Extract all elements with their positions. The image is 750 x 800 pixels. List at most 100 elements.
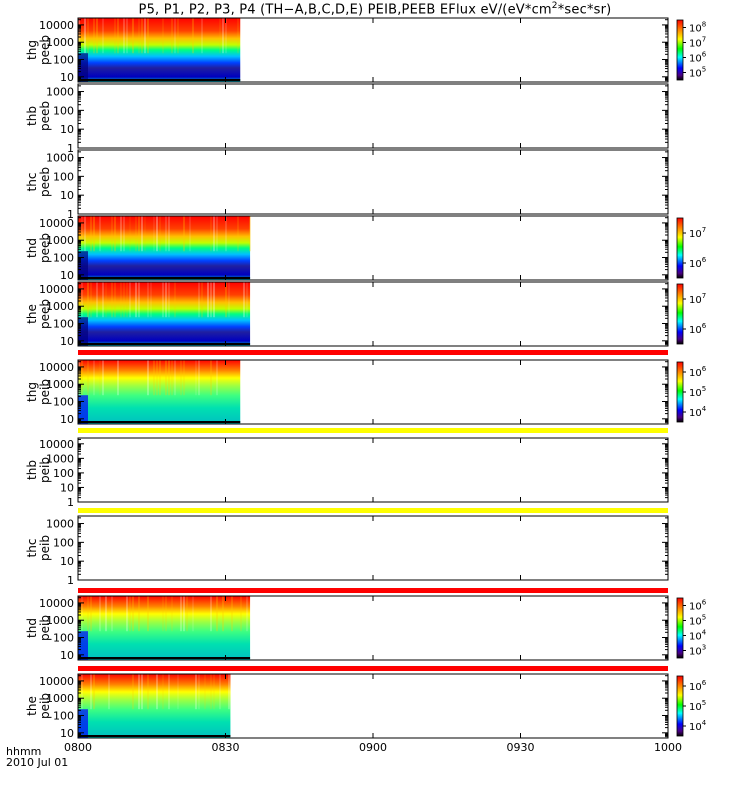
spectrogram-striation bbox=[138, 674, 140, 710]
figure-title: P5, P1, P2, P3, P4 (TH−A,B,C,D,E) PEIB,P… bbox=[138, 1, 612, 18]
spectrogram-striation bbox=[222, 596, 224, 632]
spectrogram-patch bbox=[78, 709, 88, 738]
y-tick-label: 100 bbox=[53, 252, 74, 265]
spectrogram-striation bbox=[105, 282, 107, 318]
spectrogram-striation bbox=[138, 282, 140, 318]
spectrogram-striation bbox=[168, 282, 170, 318]
y-axis-label: peeb bbox=[38, 233, 52, 263]
spectrogram-striation bbox=[126, 596, 128, 632]
spectrogram-striation bbox=[81, 360, 83, 396]
spectrogram-striation bbox=[237, 216, 239, 252]
x-tick-label: 0900 bbox=[359, 741, 387, 754]
y-axis-label: thd bbox=[25, 618, 39, 638]
y-axis-label: peib bbox=[38, 457, 52, 483]
y-tick-label: 10 bbox=[60, 269, 74, 282]
colorbar bbox=[676, 597, 684, 659]
spectrogram-striation bbox=[198, 282, 200, 318]
spectrogram-striation bbox=[84, 216, 86, 252]
spectrogram-striation bbox=[111, 282, 113, 318]
spectrogram-striation bbox=[87, 18, 89, 54]
y-tick-label: 100 bbox=[53, 396, 74, 409]
spectrogram-striation bbox=[87, 360, 89, 396]
y-tick-label: 10 bbox=[60, 123, 74, 136]
spectrogram-striation bbox=[78, 360, 80, 396]
spectrogram-striation bbox=[201, 18, 203, 54]
spectrogram-striation bbox=[96, 282, 98, 318]
spectrogram-striation bbox=[87, 282, 89, 318]
spectrogram-striation bbox=[162, 674, 164, 710]
spectrogram-striation bbox=[192, 596, 194, 632]
y-axis-label: thg bbox=[25, 382, 39, 402]
spectrogram-striation bbox=[114, 282, 116, 318]
spectrogram-striation bbox=[204, 674, 206, 710]
spectrogram-striation bbox=[225, 18, 227, 54]
y-tick-label: 10 bbox=[60, 481, 74, 494]
spectrogram-striation bbox=[201, 282, 203, 318]
spectrogram-striation bbox=[120, 282, 122, 318]
y-axis-label: the bbox=[25, 696, 39, 716]
spectrogram-striation bbox=[90, 674, 92, 710]
spectrogram-fill bbox=[78, 360, 241, 424]
spectrogram-striation bbox=[177, 18, 179, 54]
spectrogram-striation bbox=[210, 282, 212, 318]
spectrogram-striation bbox=[87, 596, 89, 632]
colorbar bbox=[676, 217, 684, 279]
status-flag-bar bbox=[78, 350, 668, 355]
status-flag-bar bbox=[78, 588, 668, 593]
spectrogram-striation bbox=[93, 674, 95, 710]
spectrogram-striation bbox=[153, 360, 155, 396]
y-tick-label: 1000 bbox=[46, 36, 74, 49]
spectrogram-patch bbox=[78, 631, 88, 660]
spectrogram-striation bbox=[120, 216, 122, 252]
spectrogram-striation bbox=[108, 674, 110, 710]
spectrogram-striation bbox=[180, 596, 182, 632]
panel-frame bbox=[77, 149, 669, 215]
y-tick-label: 100 bbox=[53, 467, 74, 480]
y-axis-label: peib bbox=[38, 615, 52, 641]
spectrogram-fill bbox=[78, 596, 251, 660]
spectrogram-striation bbox=[81, 596, 83, 632]
spectrogram-striation bbox=[153, 216, 155, 252]
spectrogram-striation bbox=[213, 216, 215, 252]
spectrogram-striation bbox=[225, 216, 227, 252]
spectrogram-striation bbox=[213, 282, 215, 318]
spectrogram-striation bbox=[207, 282, 209, 318]
spectrogram-striation bbox=[132, 596, 134, 632]
y-tick-label: 100 bbox=[53, 54, 74, 67]
spectrogram-striation bbox=[135, 282, 137, 318]
x-tick-label: 0800 bbox=[64, 741, 92, 754]
spectrogram-striation bbox=[198, 360, 200, 396]
spectrogram-striation bbox=[168, 674, 170, 710]
y-axis-label: peeb bbox=[38, 299, 52, 329]
spectrogram-striation bbox=[210, 674, 212, 710]
spectrogram-striation bbox=[144, 216, 146, 252]
spectrogram-striation bbox=[216, 360, 218, 396]
spectrogram-striation bbox=[195, 360, 197, 396]
spectrogram-striation bbox=[81, 282, 83, 318]
y-tick-label: 1000 bbox=[46, 452, 74, 465]
spectrogram-striation bbox=[210, 360, 212, 396]
y-tick-label: 1000 bbox=[46, 300, 74, 313]
spectrogram-striation bbox=[243, 282, 245, 318]
spectrogram-striation bbox=[174, 18, 176, 54]
y-axis-label: peeb bbox=[38, 101, 52, 131]
spectrogram-striation bbox=[195, 674, 197, 710]
colorbar-tick-label: 106 bbox=[689, 679, 707, 693]
y-axis-label: thb bbox=[25, 460, 39, 480]
y-axis-label: peib bbox=[38, 693, 52, 719]
spectrogram-striation bbox=[141, 674, 143, 710]
y-axis-label: peeb bbox=[38, 35, 52, 65]
spectrogram-patch bbox=[78, 395, 88, 424]
spectrogram-striation bbox=[162, 18, 164, 54]
spectrogram-patch bbox=[78, 53, 88, 82]
spectrogram-striation bbox=[123, 282, 125, 318]
spectrogram-striation bbox=[168, 216, 170, 252]
colorbar-tick-label: 105 bbox=[689, 699, 706, 713]
spectrogram-striation bbox=[228, 282, 230, 318]
y-tick-label: 10000 bbox=[39, 283, 74, 296]
spectrogram-striation bbox=[93, 18, 95, 54]
y-axis-label: thd bbox=[25, 238, 39, 258]
status-flag-bar bbox=[78, 428, 668, 433]
colorbar bbox=[676, 675, 684, 737]
